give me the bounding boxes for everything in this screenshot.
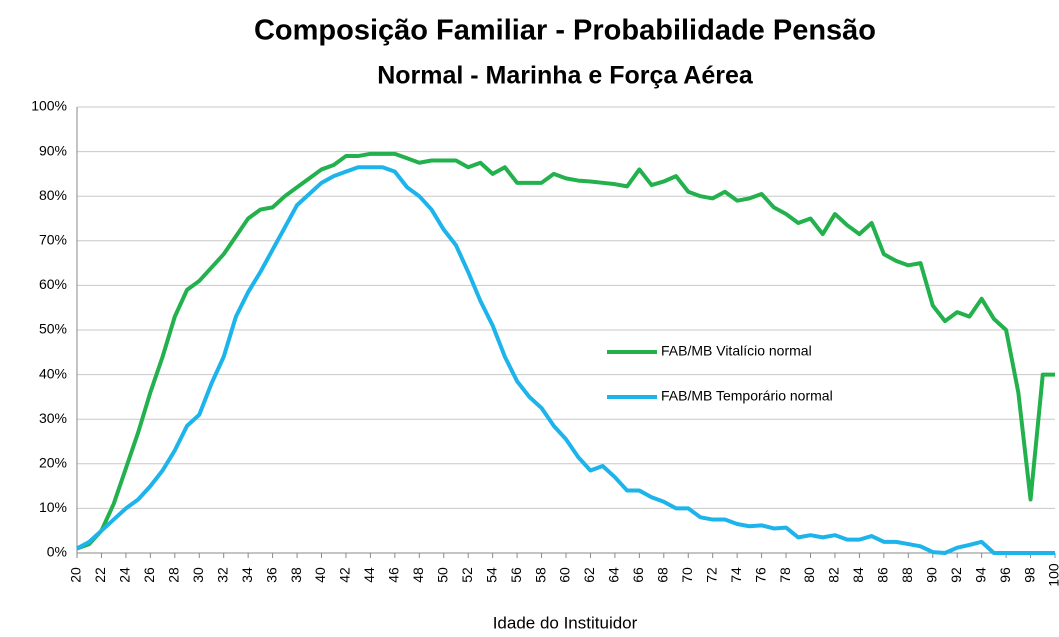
line [76,165,1055,555]
x-tick-label: 46 [386,567,402,583]
y-tick-label: 80% [39,187,67,203]
x-tick-label: 64 [606,567,622,583]
x-tick-label: 92 [948,567,964,583]
y-tick-label: 20% [39,455,67,471]
x-tick-label: 78 [777,567,793,583]
y-tick-label: 50% [39,321,67,337]
x-tick-label: 32 [214,567,230,583]
x-tick-label: 100 [1046,563,1059,587]
x-tick-label: 98 [1021,567,1037,583]
x-tick-label: 62 [581,567,597,583]
y-tick-label: 60% [39,276,67,292]
x-tick-label: 84 [850,567,866,583]
x-tick-label: 26 [141,567,157,583]
x-tick-label: 60 [557,567,573,583]
x-tick-label: 74 [728,567,744,583]
y-tick-label: 100% [31,98,67,114]
x-tick-label: 42 [337,567,353,583]
y-tick-label: 10% [39,499,67,515]
x-tick-label: 82 [826,567,842,583]
y-tick-label: 90% [39,142,67,158]
y-tick-label: 40% [39,365,67,381]
x-tick-label: 96 [997,567,1013,583]
legend-label: FAB/MB Vitalício normal [661,343,812,359]
y-tick-label: 30% [39,410,67,426]
x-tick-label: 48 [410,567,426,583]
x-tick-label: 44 [361,567,377,583]
y-tick-label: 70% [39,232,67,248]
x-tick-label: 76 [752,567,768,583]
x-axis-label: Idade do Instituidor [493,613,638,632]
x-tick-label: 88 [899,567,915,583]
x-tick-label: 90 [923,567,939,583]
x-tick-label: 70 [679,567,695,583]
x-tick-label: 38 [288,567,304,583]
x-tick-label: 58 [532,567,548,583]
x-tick-label: 20 [68,567,84,583]
line [76,151,1055,551]
x-tick-label: 40 [312,567,328,583]
x-tick-label: 68 [655,567,671,583]
x-tick-label: 66 [630,567,646,583]
legend-label: FAB/MB Temporário normal [661,388,833,404]
x-tick-label: 24 [117,567,133,583]
x-tick-label: 30 [190,567,206,583]
x-tick-label: 54 [483,567,499,583]
x-tick-label: 22 [92,567,108,583]
x-tick-label: 36 [263,567,279,583]
x-tick-label: 28 [166,567,182,583]
y-tick-label: 0% [47,544,67,560]
x-tick-label: 52 [459,567,475,583]
x-tick-label: 50 [434,567,450,583]
x-tick-label: 72 [703,567,719,583]
x-tick-label: 94 [972,567,988,583]
chart-title: Composição Familiar - Probabilidade Pens… [254,15,876,47]
chart-title: Normal - Marinha e Força Aérea [377,62,754,90]
x-tick-label: 56 [508,567,524,583]
x-tick-label: 86 [875,567,891,583]
x-tick-label: 80 [801,567,817,583]
x-tick-label: 34 [239,567,255,583]
